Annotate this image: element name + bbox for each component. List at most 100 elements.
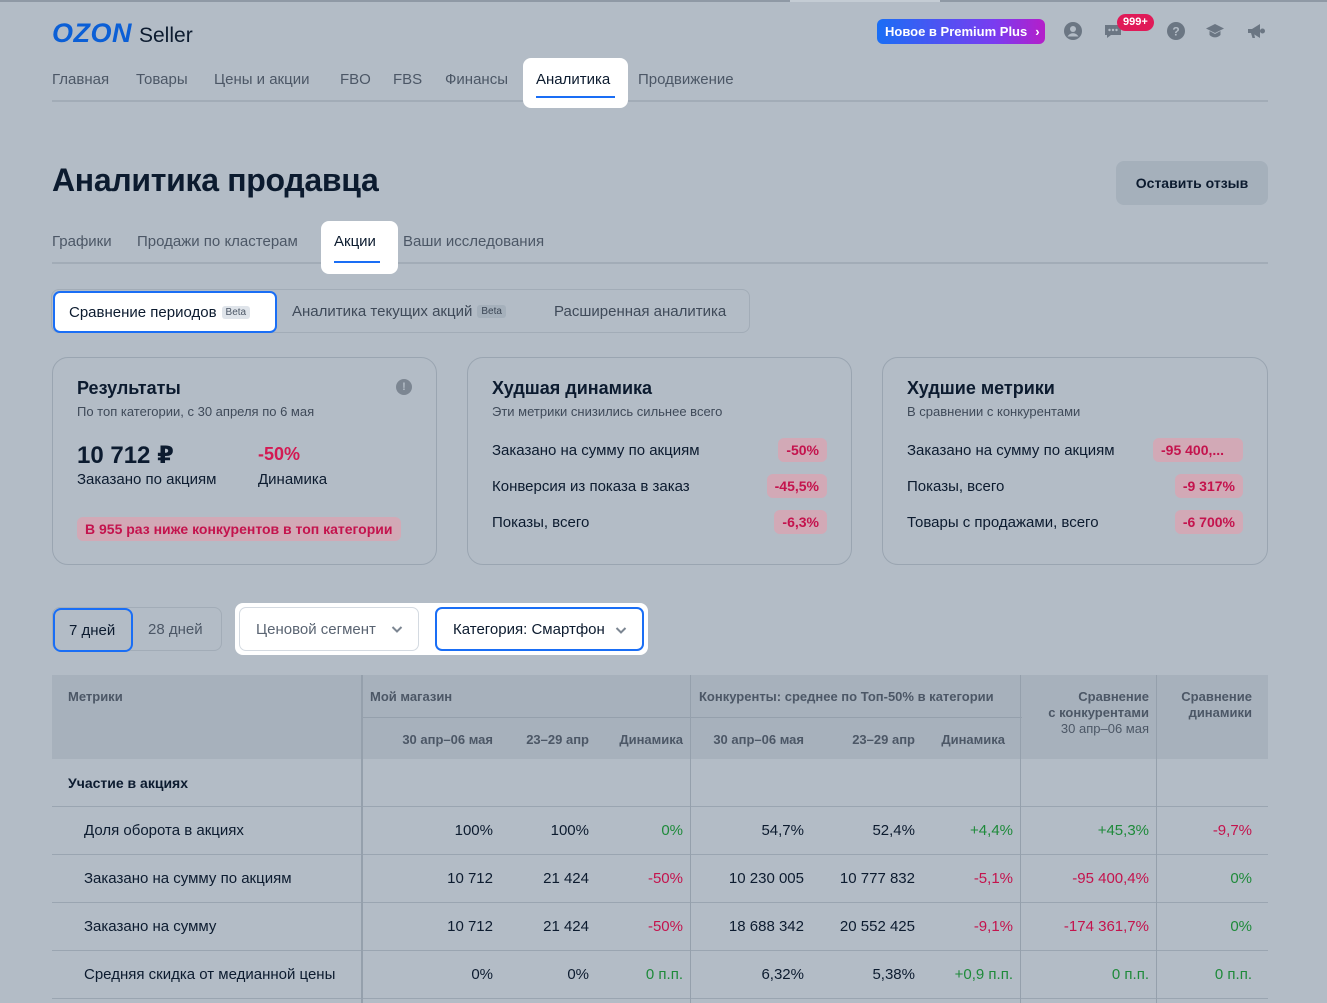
segment-current-text: Аналитика текущих акций xyxy=(292,303,473,320)
cell-compare-dynamics: 0 п.п. xyxy=(1214,966,1252,983)
metric-value-badge: -45,5% xyxy=(766,474,827,498)
nav-item-promotion[interactable]: Продвижение xyxy=(638,71,734,88)
cell-my-period-2: 100% xyxy=(550,822,589,839)
column-divider xyxy=(690,675,691,1003)
worst-dynamics-row: Показы, всего -6,3% xyxy=(492,510,827,534)
cell-compare-dynamics: 0% xyxy=(1230,870,1252,887)
active-tab-underline xyxy=(536,96,615,98)
ozon-seller-logo[interactable]: OZON Seller xyxy=(52,18,193,49)
results-card-title: Результаты xyxy=(77,378,181,398)
metric-label: Товары с продажами, всего xyxy=(907,514,1099,531)
table-header: Метрики Мой магазин Конкуренты: среднее … xyxy=(52,675,1268,759)
active-tab-underline xyxy=(334,261,380,263)
segment-current-promotions[interactable]: Аналитика текущих акций Beta xyxy=(292,303,506,320)
analytics-subnav: Графики Продажи по кластерам Акции Ваши … xyxy=(52,221,1268,274)
worst-metrics-title: Худшие метрики xyxy=(907,378,1055,398)
cell-comp-period-1: 6,32% xyxy=(761,966,804,983)
cell-compare-competitors: 0 п.п. xyxy=(1111,966,1149,983)
header-my-period-2: 23–29 апр xyxy=(526,732,589,747)
cell-my-period-1: 100% xyxy=(454,822,493,839)
results-dynamics-label: Динамика xyxy=(258,471,328,488)
cell-my-period-1: 10 712 xyxy=(447,918,493,935)
nav-item-analytics-label: Аналитика xyxy=(536,71,611,88)
cell-comp-dynamics: -9,1% xyxy=(973,918,1013,935)
segment-advanced-analytics[interactable]: Расширенная аналитика xyxy=(554,303,727,320)
category-select[interactable]: Категория: Смартфон xyxy=(435,607,644,651)
announcement-icon[interactable] xyxy=(1246,21,1266,41)
feedback-button[interactable]: Оставить отзыв xyxy=(1116,161,1268,205)
metric-label: Конверсия из показа в заказ xyxy=(492,478,690,495)
results-warning-badge: В 955 раз ниже конкурентов в топ категор… xyxy=(77,517,401,541)
cell-comp-dynamics: -5,1% xyxy=(973,870,1013,887)
premium-plus-button[interactable]: Новое в Premium Plus › xyxy=(877,19,1045,44)
row-metric-name: Средняя скидка от медианной цены xyxy=(84,966,336,983)
row-metric-name: Доля оборота в акциях xyxy=(84,822,244,839)
nav-item-fbs[interactable]: FBS xyxy=(393,71,423,88)
segment-compare-periods[interactable]: Сравнение периодов Beta xyxy=(53,291,277,333)
tab-research[interactable]: Ваши исследования xyxy=(403,233,545,250)
cell-my-dynamics: -50% xyxy=(647,918,683,935)
analysis-mode-switch: Сравнение периодов Beta Аналитика текущих… xyxy=(51,289,750,333)
main-navigation: Главная Товары Цены и акции FBO FBS Фина… xyxy=(52,58,1268,108)
worst-metrics-row: Товары с продажами, всего -6 700% xyxy=(907,510,1243,534)
metrics-table: Метрики Мой магазин Конкуренты: среднее … xyxy=(52,675,1268,1003)
period-7-days[interactable]: 7 дней xyxy=(53,608,133,652)
info-icon[interactable]: ! xyxy=(396,379,412,395)
header-my-period-1: 30 апр–06 мая xyxy=(402,732,493,747)
notifications-badge: 999+ xyxy=(1117,14,1154,31)
filters-panel: Ценовой сегмент Категория: Смартфон xyxy=(235,603,648,655)
period-28-days[interactable]: 28 дней xyxy=(148,621,203,638)
logo-brand: OZON xyxy=(52,18,132,48)
cell-comp-period-2: 5,38% xyxy=(872,966,915,983)
worst-metrics-subtitle: В сравнении с конкурентами xyxy=(907,404,1081,419)
tab-promotions-label: Акции xyxy=(334,233,376,250)
beta-badge: Beta xyxy=(477,305,506,318)
cell-my-dynamics: -50% xyxy=(647,870,683,887)
svg-text:?: ? xyxy=(1172,25,1179,39)
header-competitors: Конкуренты: среднее по Топ-50% в категор… xyxy=(699,689,994,704)
tab-promotions[interactable]: Акции xyxy=(321,221,398,274)
segment-compare-text: Сравнение периодов xyxy=(69,304,217,321)
metric-value-badge: -9 317% xyxy=(1174,474,1243,498)
nav-item-fbo[interactable]: FBO xyxy=(340,71,371,88)
header-metrics: Метрики xyxy=(68,689,123,704)
table-row: Заказано на сумму по акциям 10 712 21 42… xyxy=(52,855,1268,903)
cell-compare-dynamics: 0% xyxy=(1230,918,1252,935)
column-divider xyxy=(361,675,363,1003)
price-segment-label: Ценовой сегмент xyxy=(256,620,376,638)
nav-item-finance[interactable]: Финансы xyxy=(445,71,508,88)
premium-plus-label: Новое в Premium Plus xyxy=(885,24,1028,39)
nav-item-prices[interactable]: Цены и акции xyxy=(214,71,310,88)
chat-icon[interactable] xyxy=(1103,21,1123,41)
chevron-down-icon xyxy=(615,627,627,634)
education-icon[interactable] xyxy=(1205,21,1225,41)
worst-dynamics-card: Худшая динамика Эти метрики снизились си… xyxy=(467,357,852,565)
metric-label: Заказано на сумму по акциям xyxy=(907,442,1115,459)
nav-item-home[interactable]: Главная xyxy=(52,71,110,88)
cell-my-period-1: 0% xyxy=(471,966,493,983)
top-border xyxy=(0,0,1327,2)
row-metric-name: Заказано на сумму xyxy=(84,918,217,935)
beta-badge: Beta xyxy=(221,306,251,319)
worst-dynamics-row: Заказано на сумму по акциям -50% xyxy=(492,438,827,462)
nav-item-products[interactable]: Товары xyxy=(136,71,188,88)
cell-comp-period-1: 10 230 005 xyxy=(728,870,804,887)
column-divider xyxy=(1156,675,1157,1003)
column-divider xyxy=(1020,675,1021,1003)
price-segment-select[interactable]: Ценовой сегмент xyxy=(239,607,419,651)
worst-dynamics-subtitle: Эти метрики снизились сильнее всего xyxy=(492,404,723,419)
tab-charts[interactable]: Графики xyxy=(52,233,112,250)
worst-dynamics-row: Конверсия из показа в заказ -45,5% xyxy=(492,474,827,498)
help-icon[interactable]: ? xyxy=(1166,21,1186,41)
cell-comp-period-2: 10 777 832 xyxy=(839,870,915,887)
nav-item-analytics[interactable]: Аналитика xyxy=(523,58,628,108)
profile-icon[interactable] xyxy=(1063,21,1083,41)
tab-cluster-sales[interactable]: Продажи по кластерам xyxy=(137,233,298,250)
metric-value-badge: -6 700% xyxy=(1174,510,1243,534)
cell-my-dynamics: 0 п.п. xyxy=(645,966,683,983)
cell-my-period-1: 10 712 xyxy=(447,870,493,887)
results-value-label: Заказано по акциям xyxy=(77,471,217,488)
period-7-label: 7 дней xyxy=(69,622,116,639)
cell-compare-competitors: -95 400,4% xyxy=(1072,870,1149,887)
table-row: Заказано на сумму 10 712 21 424 -50% 18 … xyxy=(52,903,1268,951)
